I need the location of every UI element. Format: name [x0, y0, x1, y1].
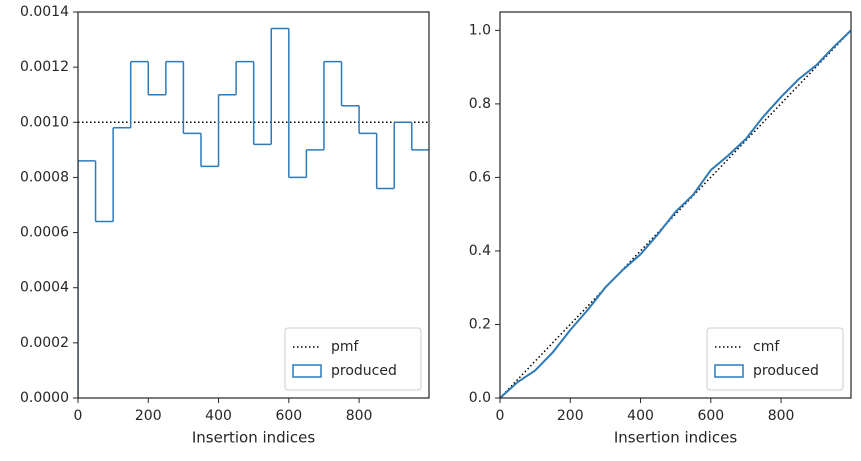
legend: pmf produced [284, 327, 422, 391]
x-tick-label: 200 [135, 408, 162, 424]
plot-area [78, 27, 429, 398]
x-tick-label: 200 [557, 408, 584, 424]
x-tick-label: 0 [496, 408, 505, 424]
y-tick-label: 0.0010 [20, 114, 69, 130]
legend-label: pmf [331, 339, 360, 355]
y-tick-label: 0.0000 [20, 390, 69, 406]
legend-frame [706, 327, 844, 391]
legend-frame [284, 327, 422, 391]
y-tick-label: 0.4 [469, 243, 491, 259]
y-tick-label: 0.0012 [20, 59, 69, 75]
y-tick-label: 0.8 [469, 96, 491, 112]
x-tick-label: 0 [74, 408, 83, 424]
x-tick-label: 800 [346, 408, 373, 424]
y-tick-label: 0.2 [469, 316, 491, 332]
legend-label: cmf [753, 339, 780, 355]
legend-label: produced [331, 363, 397, 379]
y-tick-label: 0.0006 [20, 225, 69, 241]
plot-area [500, 29, 851, 398]
y-tick-label: 0.6 [469, 169, 491, 185]
x-tick-label: 600 [697, 408, 724, 424]
y-tick-label: 1.0 [469, 22, 491, 38]
legend: cmf produced [706, 327, 844, 391]
legend-swatch [714, 364, 744, 378]
x-axis-label: Insertion indices [192, 429, 315, 447]
x-axis-label: Insertion indices [614, 429, 737, 447]
x-tick-label: 800 [768, 408, 795, 424]
y-tick-label: 0.0 [469, 390, 491, 406]
axes-frame [499, 11, 852, 399]
y-tick-label: 0.0014 [20, 4, 69, 20]
series-line [500, 29, 851, 398]
y-tick-label: 0.0004 [20, 280, 69, 296]
series-line [500, 29, 851, 398]
legend-swatch [292, 364, 322, 378]
legend-label: produced [753, 363, 819, 379]
y-tick-label: 0.0002 [20, 335, 69, 351]
x-tick-label: 600 [275, 408, 302, 424]
x-tick-label: 400 [627, 408, 654, 424]
y-tick-label: 0.0008 [20, 169, 69, 185]
axes-frame [77, 11, 430, 399]
x-tick-label: 400 [205, 408, 232, 424]
